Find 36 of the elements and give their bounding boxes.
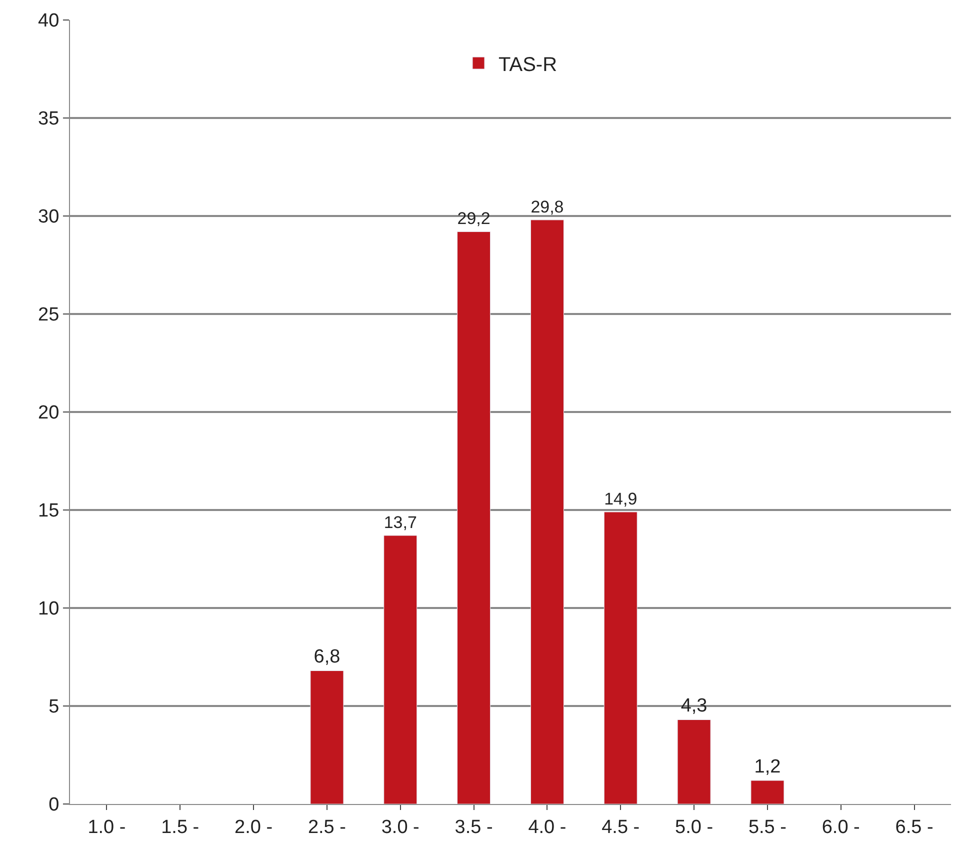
y-tick-label: 5	[48, 696, 60, 718]
data-label: 1,2	[754, 756, 781, 778]
y-tick-label: 10	[38, 598, 60, 620]
y-tick-label: 0	[48, 794, 60, 816]
x-tick-label: 6.0 -	[822, 816, 860, 838]
y-tick-label: 35	[38, 108, 60, 130]
y-tick-label: 15	[38, 500, 60, 522]
y-tick-label: 40	[38, 10, 60, 32]
data-label: 14,9	[604, 489, 638, 508]
bar	[604, 512, 638, 804]
y-tick-label: 20	[38, 402, 60, 424]
bar	[310, 670, 344, 804]
x-tick-label: 6.5 -	[895, 816, 934, 838]
x-tick-label: 1.5 -	[161, 816, 200, 838]
data-label: 4,3	[680, 696, 708, 717]
bar	[530, 220, 564, 804]
data-label: 29,8	[530, 197, 564, 216]
data-label: 13,7	[384, 513, 417, 532]
y-tick-label: 25	[38, 304, 60, 326]
bar	[457, 231, 491, 804]
bar	[384, 535, 418, 804]
data-label: 6,8	[314, 646, 340, 668]
legend-label: TAS-R	[498, 54, 558, 76]
bar	[750, 780, 784, 804]
x-tick-label: 2.5 -	[308, 816, 346, 838]
x-tick-label: 5.5 -	[748, 816, 786, 838]
x-tick-label: 5.0 -	[675, 816, 714, 838]
x-tick-label: 4.5 -	[602, 816, 640, 838]
x-tick-label: 4.0 -	[528, 816, 566, 838]
x-tick-label: 2.0 -	[234, 816, 273, 838]
x-tick-label: 1.0 -	[88, 816, 126, 838]
bar	[677, 719, 711, 804]
x-tick-label: 3.0 -	[381, 816, 420, 838]
data-label: 29,2	[457, 209, 490, 228]
y-tick-label: 30	[38, 206, 60, 228]
x-tick-label: 3.5 -	[454, 816, 493, 838]
